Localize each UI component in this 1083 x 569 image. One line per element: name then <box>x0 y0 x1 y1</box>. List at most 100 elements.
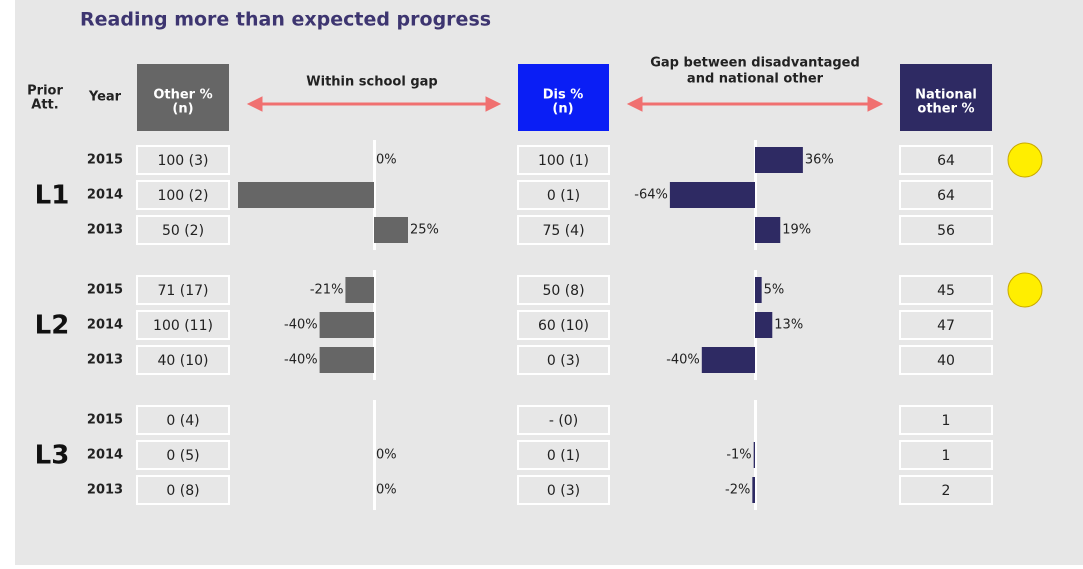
national-value-box <box>899 440 993 470</box>
other-header-box <box>137 64 229 131</box>
other-value: 0 (8) <box>166 483 199 499</box>
other-value-box <box>136 215 230 245</box>
dis-value: 75 (4) <box>542 223 584 239</box>
gap-bar <box>753 442 755 468</box>
zero-line <box>373 140 376 250</box>
year: 2015 <box>87 283 123 298</box>
gap-bar <box>752 477 755 503</box>
national-value-box <box>899 275 993 305</box>
national-value: 47 <box>937 318 955 334</box>
year: 2014 <box>87 318 123 333</box>
other-value: 40 (10) <box>157 353 208 369</box>
other-header: Other % <box>153 88 212 103</box>
national-header: National <box>915 88 977 103</box>
gap-label: -40% <box>284 318 318 333</box>
other-value: 0 (4) <box>166 413 199 429</box>
dis-value: 50 (8) <box>542 283 584 299</box>
title: Reading more than expected progress <box>80 9 491 31</box>
other-value-box <box>136 145 230 175</box>
national-value: 56 <box>937 223 955 239</box>
gap-label: -40% <box>284 353 318 368</box>
within-gap-header: Within school gap <box>306 75 437 90</box>
gap-label: -1% <box>726 448 751 463</box>
group-label: L3 <box>35 441 70 471</box>
dis-value-box <box>517 180 610 210</box>
arrow-head <box>246 96 263 112</box>
gap-label: -64% <box>634 188 668 203</box>
dis-value: 0 (1) <box>547 188 580 204</box>
gap-label: 5% <box>764 283 785 298</box>
dis-value: 0 (3) <box>547 353 580 369</box>
national-value: 45 <box>937 283 955 299</box>
dis-value-box <box>517 440 610 470</box>
dis-value-box <box>517 345 610 375</box>
national-value: 1 <box>942 413 951 429</box>
dis-value-box <box>517 215 610 245</box>
year: 2014 <box>87 448 123 463</box>
gap-label: 25% <box>410 223 439 238</box>
dis-value: - (0) <box>549 413 578 429</box>
gap-label: -21% <box>310 283 344 298</box>
dis-value-box <box>517 145 610 175</box>
other-value: 100 (2) <box>157 188 208 204</box>
other-value-box <box>136 405 230 435</box>
gap-label: 36% <box>805 153 834 168</box>
national-gap-header: Gap between disadvantaged <box>650 56 860 71</box>
national-value-box <box>899 405 993 435</box>
dis-header: Dis % <box>543 88 584 103</box>
year: 2015 <box>87 153 123 168</box>
gap-label: 19% <box>782 223 811 238</box>
other-value: 100 (11) <box>153 318 213 334</box>
gap-label: 0% <box>376 448 397 463</box>
gap-label: 13% <box>774 318 803 333</box>
national-value-box <box>899 475 993 505</box>
prior-header: Prior <box>27 84 63 99</box>
national-header-box <box>900 64 992 131</box>
dis-header-box <box>518 64 609 131</box>
year: 2013 <box>87 353 123 368</box>
gap-bar <box>238 182 374 208</box>
dis-value-box <box>517 275 610 305</box>
gap-label: 0% <box>376 483 397 498</box>
group-label: L2 <box>35 311 70 341</box>
other-value: 71 (17) <box>157 283 208 299</box>
gap-label: -40% <box>666 353 700 368</box>
arrow-head <box>485 96 502 112</box>
status-indicator <box>1007 142 1043 178</box>
dis-value: 0 (1) <box>547 448 580 464</box>
dis-value: 60 (10) <box>538 318 589 334</box>
other-value-box <box>136 345 230 375</box>
other-value-box <box>136 310 230 340</box>
gap-bar <box>319 347 374 373</box>
dis-value: 100 (1) <box>538 153 589 169</box>
year: 2015 <box>87 413 123 428</box>
gap-bar <box>755 277 762 303</box>
dis-value-box <box>517 475 610 505</box>
national-value: 40 <box>937 353 955 369</box>
gap-label: 0% <box>376 153 397 168</box>
dis-value-box <box>517 405 610 435</box>
prior-header: Att. <box>31 98 58 113</box>
other-value: 50 (2) <box>162 223 204 239</box>
national-value-box <box>899 215 993 245</box>
other-value: 100 (3) <box>157 153 208 169</box>
year: 2013 <box>87 483 123 498</box>
gap-bar <box>374 217 408 243</box>
other-header: (n) <box>172 102 193 117</box>
gap-bar <box>755 312 773 338</box>
gap-bar <box>755 217 781 243</box>
gap-bar <box>669 182 755 208</box>
other-value-box <box>136 275 230 305</box>
zero-line <box>754 400 757 510</box>
arrow-head <box>626 96 643 112</box>
national-value-box <box>899 180 993 210</box>
other-value: 0 (5) <box>166 448 199 464</box>
national-value: 1 <box>942 448 951 464</box>
gap-bar <box>345 277 374 303</box>
national-value: 2 <box>942 483 951 499</box>
national-value-box <box>899 145 993 175</box>
year: 2014 <box>87 188 123 203</box>
zero-line <box>373 270 376 380</box>
national-gap-header: and national other <box>687 72 824 87</box>
